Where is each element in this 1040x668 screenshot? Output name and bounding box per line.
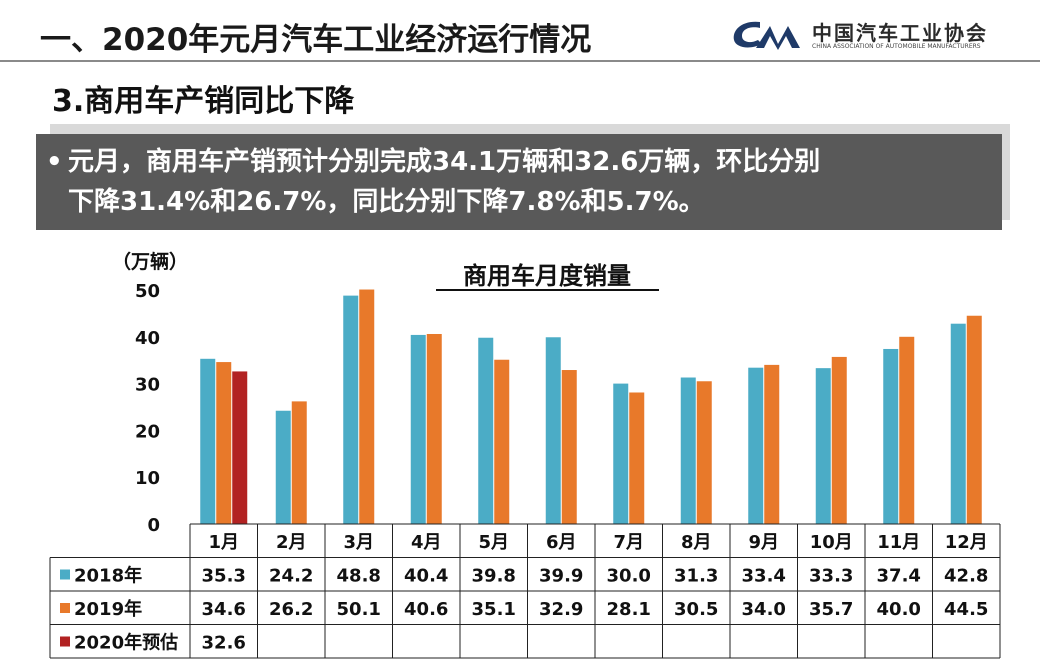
data-label: 33.4 [742,566,786,587]
legend-swatch [60,636,70,647]
bar-2019-8 [696,381,712,524]
data-label: 44.5 [944,599,988,620]
x-tick-label: 9月 [748,532,779,553]
bar-2019-9 [764,364,780,524]
bar-2019-12 [966,315,982,524]
x-tick-label: 4月 [411,532,442,553]
data-label: 40.6 [404,599,448,620]
data-label: 39.9 [539,566,583,587]
bar-2020-1 [232,371,248,524]
bar-2018-2 [275,410,291,524]
data-label: 24.2 [269,566,313,587]
x-tick-label: 1月 [208,532,239,553]
data-label: 35.1 [472,599,516,620]
data-label: 34.0 [742,599,786,620]
legend-label: 2020年预估 [74,632,178,654]
bar-2018-7 [613,383,629,524]
bar-2018-12 [950,323,966,524]
bar-2018-9 [748,367,764,524]
x-tick-label: 11月 [877,532,920,553]
data-label: 39.8 [472,566,516,587]
data-label: 35.7 [809,599,853,620]
callout-text: • 元月，商用车产销预计分别完成34.1万辆和32.6万辆，环比分别 下降31.4… [46,142,996,222]
y-tick-label: 30 [135,375,160,396]
x-tick-label: 3月 [343,532,374,553]
section-subtitle: 3.商用车产销同比下降 [52,84,355,119]
data-label: 40.4 [404,566,448,587]
data-label: 28.1 [607,599,651,620]
callout-line-1: 元月，商用车产销预计分别完成34.1万辆和32.6万辆，环比分别 [68,147,821,177]
callout-line-2: 下降31.4%和26.7%，同比分别下降7.8%和5.7%。 [68,187,705,217]
data-label: 40.0 [877,599,921,620]
data-label: 30.0 [607,566,651,587]
caam-logo-icon [733,21,800,50]
x-tick-label: 5月 [478,532,509,553]
x-tick-label: 2月 [276,532,307,553]
header-bar: 一、2020年元月汽车工业经济运行情况 中国汽车工业协会 CHINA ASSOC… [0,0,1040,62]
data-label: 33.3 [809,566,853,587]
data-label: 48.8 [337,566,381,587]
bar-2018-5 [478,337,494,524]
y-tick-label: 0 [147,515,160,536]
bar-2019-2 [291,401,307,524]
bar-2018-8 [680,377,696,524]
data-label: 42.8 [944,566,988,587]
header-divider [0,60,1040,62]
x-tick-label: 12月 [945,532,988,553]
legend-swatch [60,603,70,613]
x-tick-label: 7月 [613,532,644,553]
legend-label: 2018年 [74,565,142,587]
data-label: 32.6 [202,633,246,654]
y-tick-label: 50 [135,281,160,302]
logo-cn-text: 中国汽车工业协会 [812,21,988,45]
data-label: 32.9 [539,599,583,620]
y-axis-label: （万辆） [112,250,188,273]
data-label: 35.3 [202,566,246,587]
bar-2019-3 [359,289,375,524]
slide-title: 一、2020年元月汽车工业经济运行情况 [40,22,592,58]
y-tick-label: 10 [135,468,160,489]
legend-swatch [60,569,70,580]
bar-2018-3 [343,295,359,524]
bar-2019-10 [831,356,847,524]
y-tick-label: 20 [135,421,160,442]
bar-2019-1 [216,362,232,524]
chart-title: 商用车月度销量 [463,262,631,290]
callout-box: • 元月，商用车产销预计分别完成34.1万辆和32.6万辆，环比分别 下降31.4… [36,134,1002,230]
data-label: 34.6 [202,599,246,620]
bar-2018-10 [815,368,831,524]
bar-2019-4 [426,333,442,524]
legend-label: 2019年 [74,598,142,620]
data-label: 30.5 [674,599,718,620]
bar-2018-11 [883,348,899,524]
bar-2019-5 [494,359,510,524]
logo-en-text: CHINA ASSOCIATION OF AUTOMOBILE MANUFACT… [812,43,981,50]
data-label: 26.2 [269,599,313,620]
y-tick-label: 40 [135,328,160,349]
caam-logo: 中国汽车工业协会 CHINA ASSOCIATION OF AUTOMOBILE… [730,16,1030,56]
bar-2019-6 [561,370,577,524]
bar-2018-4 [410,334,426,524]
x-tick-label: 10月 [810,532,853,553]
bar-2019-7 [629,392,645,524]
data-label: 37.4 [877,566,921,587]
bar-2018-6 [545,337,561,524]
bar-2019-11 [899,336,915,524]
bar-2018-1 [200,358,216,524]
data-label: 50.1 [337,599,381,620]
x-tick-label: 6月 [546,532,577,553]
bullet-dot: • [46,147,63,177]
data-label: 31.3 [674,566,718,587]
x-tick-label: 8月 [681,532,712,553]
